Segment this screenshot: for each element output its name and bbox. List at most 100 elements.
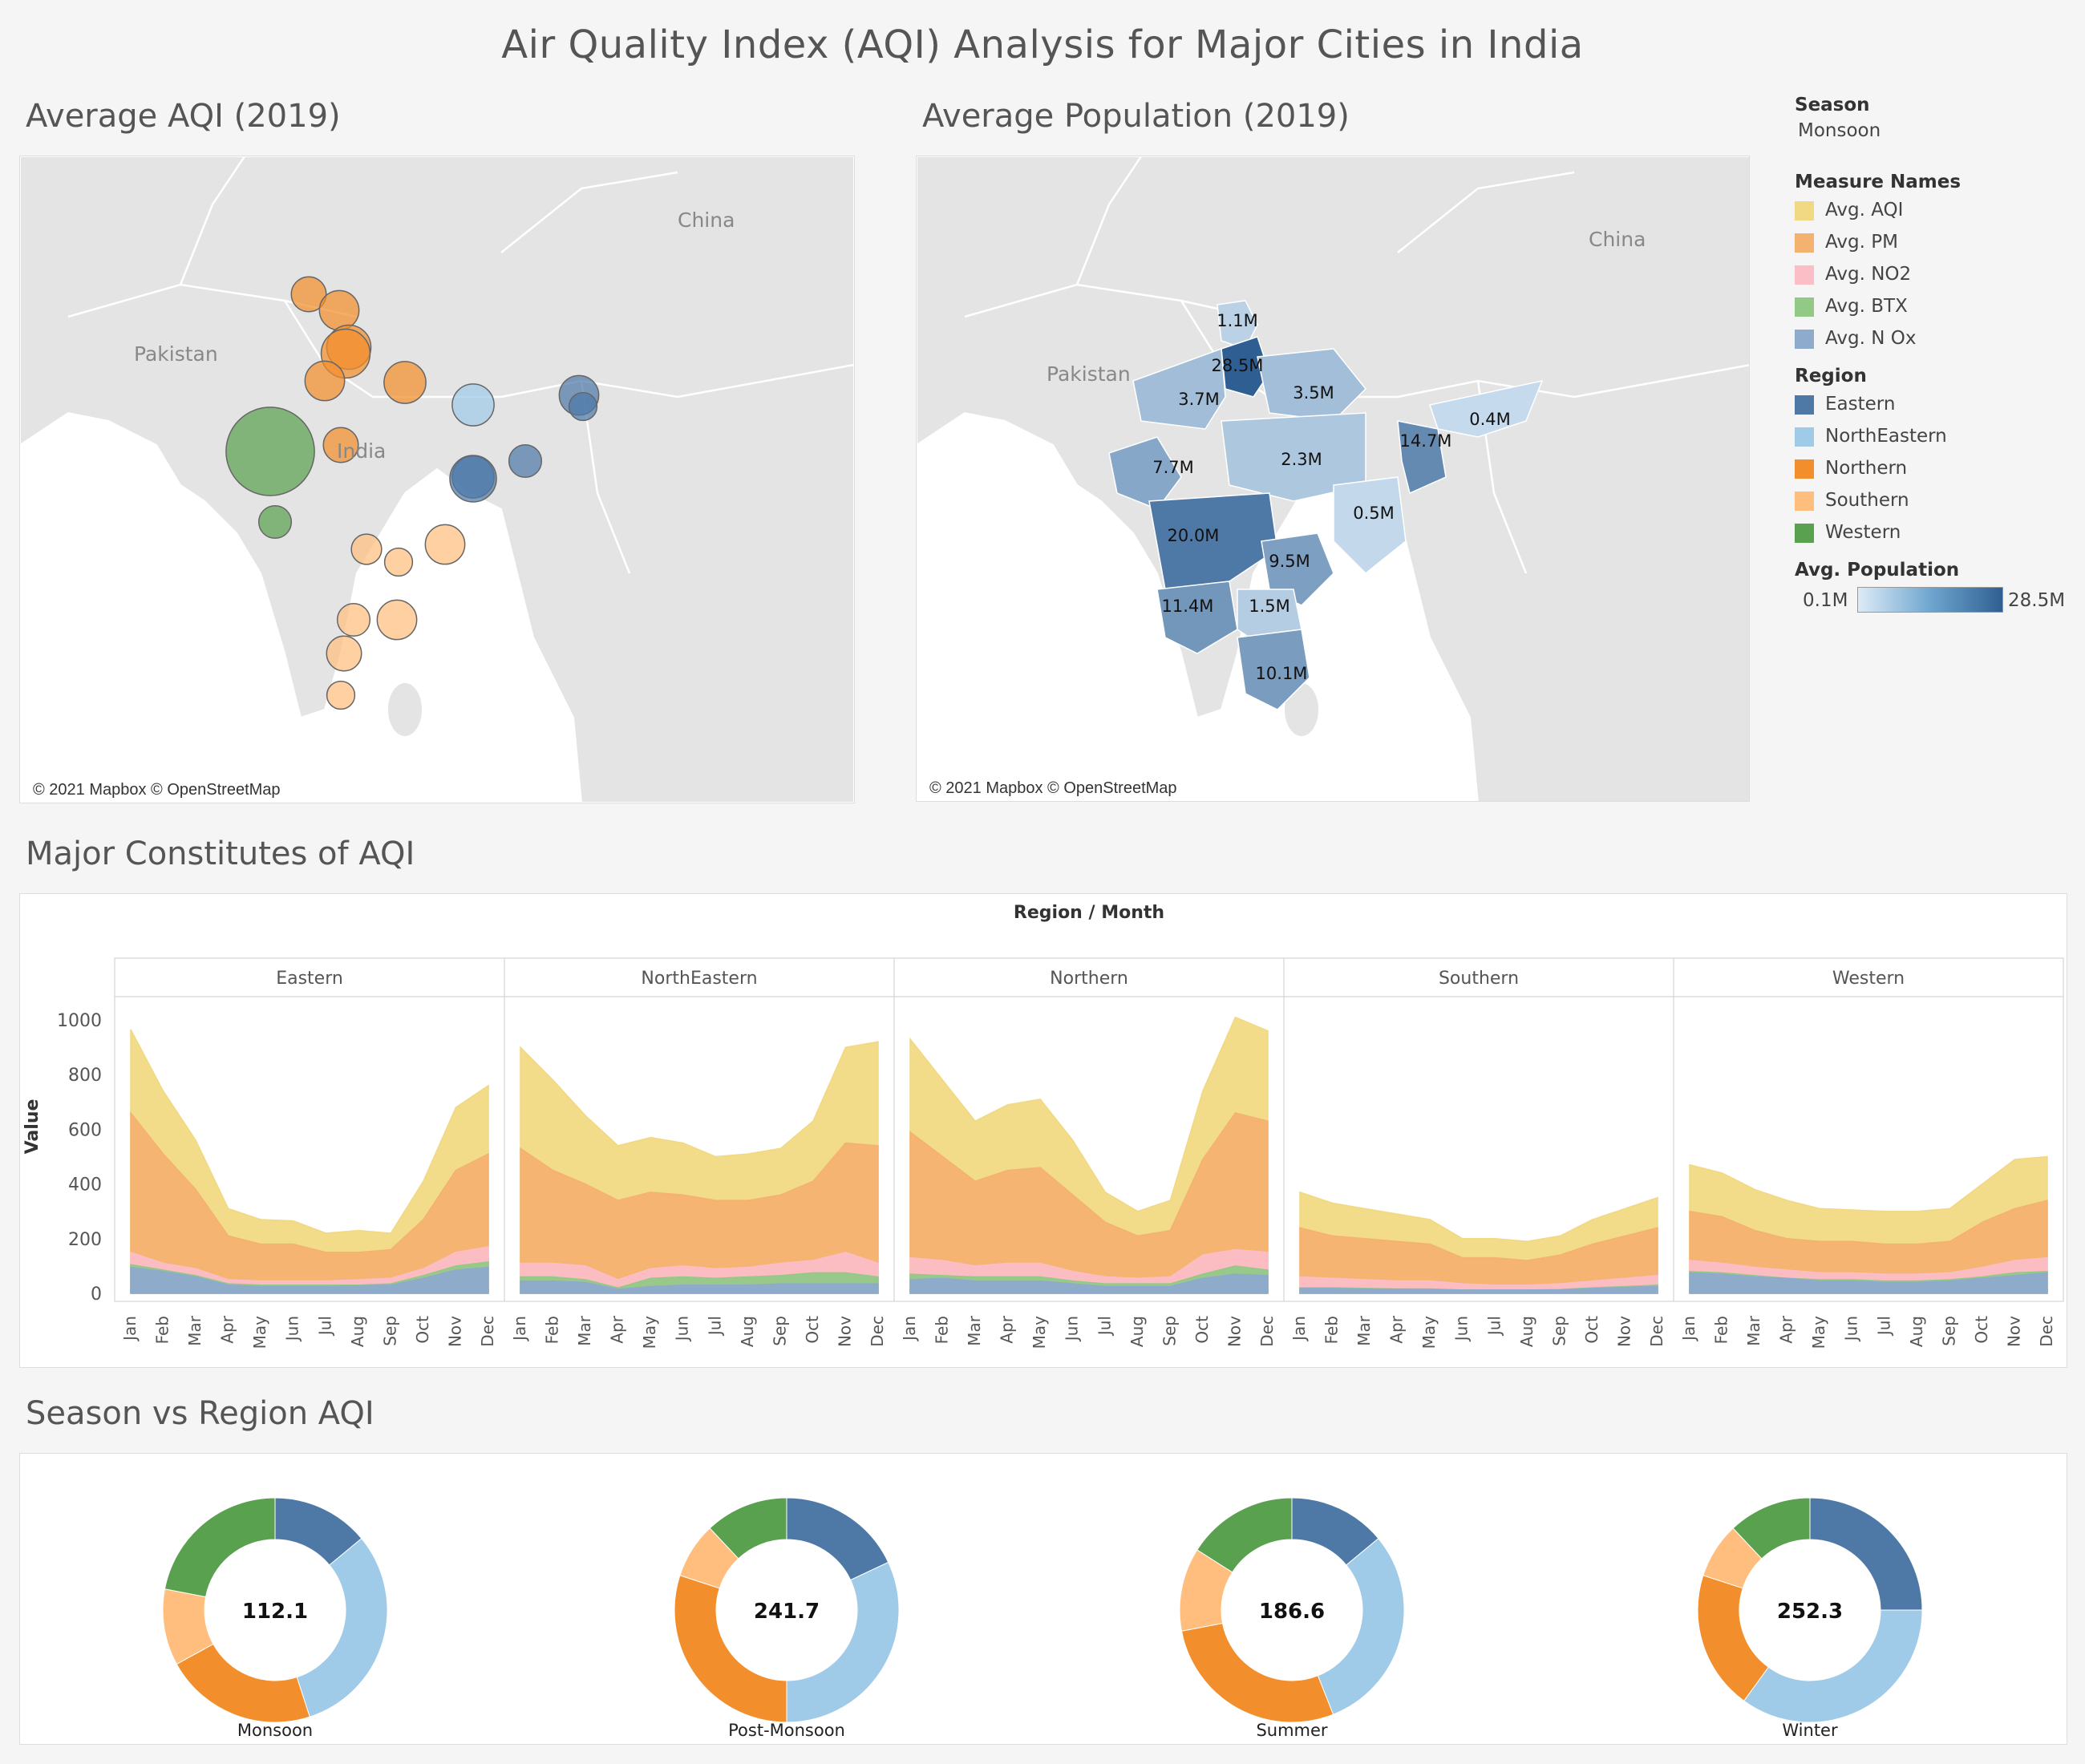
donut-slice-western[interactable]: [1732, 1497, 1811, 1560]
area-series-avg-n-ox[interactable]: [520, 1280, 879, 1294]
donut-slice-northern[interactable]: [176, 1643, 310, 1723]
aqi-bubble[interactable]: [326, 635, 362, 672]
x-tick-label: Aug: [738, 1316, 757, 1347]
x-tick-label: Sep: [1160, 1316, 1179, 1346]
region-legend-item[interactable]: Western: [1795, 516, 2067, 548]
x-tick-label: Jan: [900, 1316, 919, 1342]
map-label-china: China: [1589, 228, 1646, 251]
area-series-avg-n-ox[interactable]: [909, 1273, 1269, 1294]
measure-swatch: [1795, 329, 1814, 349]
aqi-bubble[interactable]: [508, 443, 543, 479]
panel-frame: [1673, 996, 2064, 1302]
region-legend-item[interactable]: NorthEastern: [1795, 420, 2067, 452]
state-region[interactable]: [1257, 348, 1367, 422]
area-series-avg-pm[interactable]: [909, 1112, 1269, 1294]
state-region[interactable]: [1156, 581, 1238, 654]
area-series-avg-pm[interactable]: [130, 1111, 489, 1294]
measure-legend-item[interactable]: Avg. AQI: [1795, 194, 2067, 226]
x-tick-label: Dec: [1257, 1316, 1277, 1347]
area-series-avg-n-ox[interactable]: [1689, 1272, 2048, 1294]
panel-header-box: [1283, 957, 1674, 997]
x-tick-label: Apr: [1387, 1315, 1407, 1343]
state-region[interactable]: [1132, 347, 1226, 430]
state-region[interactable]: [1333, 476, 1407, 575]
map-aqi-panel[interactable]: China Pakistan India © 2021 Mapbox © Ope…: [19, 156, 855, 803]
map-pop-copyright[interactable]: © 2021 Mapbox © OpenStreetMap: [926, 779, 1180, 798]
season-filter-heading: Season: [1795, 95, 1870, 115]
state-region[interactable]: [1217, 300, 1258, 350]
area-series-avg-pm[interactable]: [1299, 1227, 1658, 1294]
y-tick-label: 0: [91, 1285, 102, 1305]
aqi-bubble[interactable]: [326, 680, 356, 710]
measure-legend-label: Avg. BTX: [1825, 296, 1908, 317]
aqi-bubble[interactable]: [383, 361, 427, 404]
aqi-bubble[interactable]: [336, 602, 371, 637]
aqi-bubble[interactable]: [424, 524, 466, 565]
y-tick-label: 600: [68, 1120, 102, 1140]
region-legend-item[interactable]: Northern: [1795, 452, 2067, 484]
donut-slice-northern[interactable]: [674, 1575, 787, 1723]
x-tick-label: Sep: [770, 1316, 789, 1346]
donut-slice-northern[interactable]: [1697, 1575, 1769, 1701]
aqi-bubble[interactable]: [290, 276, 327, 313]
donut-slice-northeastern[interactable]: [296, 1538, 388, 1717]
donut-slice-western[interactable]: [1196, 1497, 1293, 1573]
donut-slice-western[interactable]: [709, 1497, 787, 1560]
aqi-bubble[interactable]: [451, 383, 495, 427]
measure-legend: Avg. AQI Avg. PM Avg. NO2 Avg. BTX Avg. N Ox: [1795, 194, 2067, 354]
region-legend-heading: Region: [1795, 366, 1867, 386]
x-tick-label: Apr: [218, 1315, 237, 1343]
donut-slice-eastern[interactable]: [1809, 1497, 1923, 1611]
donut-center-value: 252.3: [1777, 1600, 1843, 1624]
aqi-bubble[interactable]: [304, 360, 346, 402]
donut-charts[interactable]: 112.1 Monsoon 241.7 Post-Monsoon 186.6 Summer…: [20, 1454, 2067, 1744]
donut-slice-northern[interactable]: [1180, 1622, 1334, 1723]
state-region[interactable]: [1148, 492, 1278, 590]
aqi-bubble[interactable]: [449, 455, 497, 503]
season-filter-value[interactable]: Monsoon: [1798, 120, 1881, 141]
donut-center-value: 186.6: [1259, 1600, 1325, 1624]
state-region[interactable]: [1108, 436, 1182, 510]
x-tick-label: Feb: [933, 1316, 952, 1344]
map-pop-panel[interactable]: 1.1M 28.5M 3.7M 3.5M 0.4M 14.7M 7.7M 2.3M 0.5M 20…: [916, 156, 1750, 802]
region-swatch: [1795, 459, 1814, 479]
state-region[interactable]: [1237, 629, 1310, 710]
x-tick-label: Nov: [445, 1316, 464, 1347]
state-region[interactable]: [1261, 532, 1334, 606]
aqi-bubble[interactable]: [350, 533, 383, 565]
x-tick-label: Mar: [185, 1315, 204, 1346]
state-region[interactable]: [1429, 379, 1544, 438]
x-tick-label: Sep: [1939, 1316, 1958, 1346]
state-region[interactable]: [1397, 420, 1447, 495]
donut-center-value: 112.1: [242, 1600, 308, 1624]
area-series-avg-pm[interactable]: [520, 1142, 879, 1294]
state-region[interactable]: [1221, 412, 1366, 502]
aqi-bubble[interactable]: [318, 289, 360, 331]
area-series-avg-n-ox[interactable]: [130, 1266, 489, 1294]
aqi-bubble[interactable]: [383, 547, 414, 577]
measure-legend-item[interactable]: Avg. BTX: [1795, 290, 2067, 322]
map-aqi[interactable]: China Pakistan India: [20, 156, 854, 803]
donut-slice-northeastern[interactable]: [786, 1561, 900, 1723]
aqi-bubble[interactable]: [322, 427, 359, 463]
measure-swatch: [1795, 200, 1814, 220]
map-population[interactable]: 1.1M 28.5M 3.7M 3.5M 0.4M 14.7M 7.7M 2.3M 0.5M 20…: [917, 156, 1749, 801]
measure-legend-item[interactable]: Avg. NO2: [1795, 258, 2067, 290]
donut-slice-eastern[interactable]: [786, 1497, 889, 1581]
donut-slice-western[interactable]: [164, 1497, 276, 1598]
area-chart[interactable]: Region / Month Value 0 200 400 600 800 1000 East…: [20, 894, 2067, 1367]
donut-slice-northeastern[interactable]: [1743, 1609, 1923, 1723]
map-aqi-copyright[interactable]: © 2021 Mapbox © OpenStreetMap: [30, 781, 284, 799]
aqi-bubble[interactable]: [257, 504, 293, 540]
aqi-bubble[interactable]: [568, 391, 598, 422]
measure-legend-item[interactable]: Avg. PM: [1795, 226, 2067, 258]
measure-legend-item[interactable]: Avg. N Ox: [1795, 322, 2067, 354]
region-legend-item[interactable]: Southern: [1795, 484, 2067, 516]
region-legend-item[interactable]: Eastern: [1795, 388, 2067, 420]
aqi-bubble[interactable]: [225, 407, 315, 496]
aqi-bubble[interactable]: [376, 599, 418, 641]
area-series-avg-n-ox[interactable]: [1299, 1285, 1658, 1294]
donut-slice-northeastern[interactable]: [1317, 1538, 1405, 1715]
population-legend-heading: Avg. Population: [1795, 560, 1960, 581]
x-tick-label: Jul: [1484, 1316, 1504, 1337]
